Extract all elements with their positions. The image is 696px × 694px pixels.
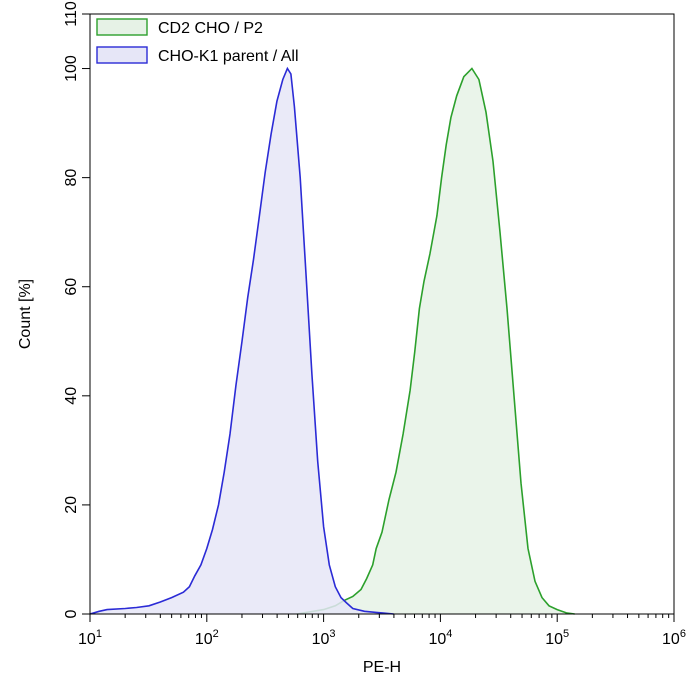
x-tick-label-2: 103	[312, 628, 336, 648]
plot-frame	[89, 13, 675, 615]
y-tick-label-1: 20	[63, 496, 80, 514]
legend-swatch-0	[96, 18, 148, 36]
legend-label-1: CHO-K1 parent / All	[158, 48, 299, 65]
x-tick-label-3: 104	[428, 628, 452, 648]
series-line-1	[89, 66, 394, 615]
y-tick-label-0: 0	[63, 609, 80, 618]
legend: CD2 CHO / P2 CHO-K1 parent / All	[96, 18, 299, 65]
series-layer	[89, 66, 575, 615]
series-line-0	[296, 67, 575, 615]
legend-label-0: CD2 CHO / P2	[158, 20, 263, 37]
x-tick-label-1: 102	[195, 628, 219, 648]
series-area-1	[90, 68, 394, 614]
x-axis: 101 102 103 104 105 106	[78, 614, 686, 648]
legend-swatch-1	[96, 46, 148, 64]
x-tick-label-5: 106	[662, 628, 686, 648]
y-axis-title: Count [%]	[17, 279, 34, 349]
y-tick-label-2: 40	[63, 387, 80, 405]
y-axis: 0 20 40 60 80 100 110	[63, 1, 90, 618]
x-axis-title: PE-H	[363, 659, 401, 676]
y-tick-label-4: 80	[63, 169, 80, 187]
y-tick-label-3: 60	[63, 278, 80, 296]
y-tick-label-5: 100	[63, 55, 80, 82]
x-tick-label-0: 101	[78, 628, 102, 648]
series-area-0	[296, 68, 575, 614]
x-tick-label-4: 105	[545, 628, 569, 648]
y-tick-label-6: 110	[63, 1, 80, 27]
